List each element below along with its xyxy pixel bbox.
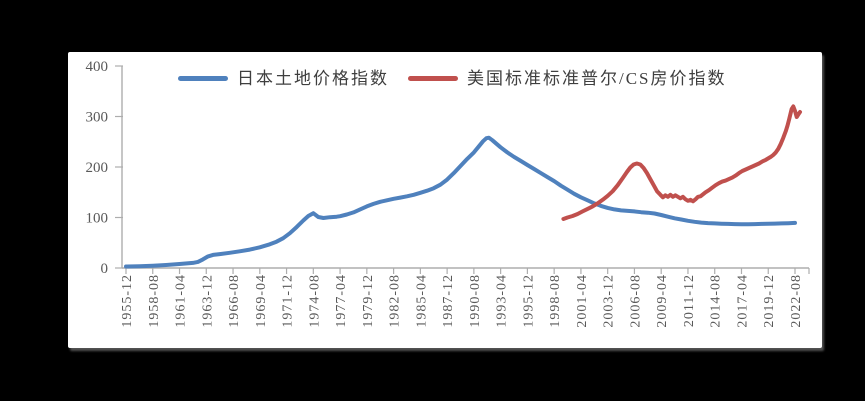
x-tick-label: 1961-04 <box>174 274 189 328</box>
x-tick-label: 1969-04 <box>254 274 269 328</box>
japan-series-swatch-icon <box>178 76 228 81</box>
legend-label-japan: 日本土地价格指数 <box>237 69 389 88</box>
x-tick-label: 1977-04 <box>334 274 349 328</box>
x-tick-label: 2017-04 <box>735 274 750 328</box>
x-tick-label: 2006-08 <box>628 274 643 328</box>
x-tick-label: 2009-04 <box>655 274 670 328</box>
x-tick-label: 1958-08 <box>147 274 162 328</box>
y-tick-label: 100 <box>86 211 109 227</box>
legend-item-japan: 日本土地价格指数 <box>178 70 389 87</box>
japan-land-price-line <box>124 135 797 269</box>
chart-card: 0 100 200 300 400 1955-12 1958-08 1961-04 1963-1… <box>68 52 822 348</box>
x-tick-label: 1987-12 <box>441 274 456 328</box>
x-tick-label: 1971-12 <box>281 274 296 328</box>
legend-item-us: 美国标准标准普尔/CS房价指数 <box>408 70 727 87</box>
x-tick-label: 1963-12 <box>200 274 215 328</box>
x-tick-label: 2019-12 <box>762 274 777 328</box>
chart-legend: 日本土地价格指数 美国标准标准普尔/CS房价指数 <box>178 70 727 87</box>
x-tick-label: 1993-04 <box>495 274 510 328</box>
legend-label-us: 美国标准标准普尔/CS房价指数 <box>467 69 727 88</box>
x-tick-label: 2011-12 <box>682 274 697 327</box>
x-tick-label: 2001-04 <box>575 274 590 328</box>
y-tick-label: 400 <box>86 59 109 75</box>
x-tick-label: 1974-08 <box>307 274 322 328</box>
x-tick-label: 1985-04 <box>414 274 429 328</box>
us-cs-home-price-line <box>561 104 802 221</box>
x-tick-label: 1982-08 <box>388 274 403 328</box>
y-tick-label: 0 <box>101 261 109 277</box>
x-tick-label: 1966-08 <box>227 274 242 328</box>
x-tick-label: 1998-08 <box>548 274 563 328</box>
x-tick-label: 2022-08 <box>789 274 804 328</box>
x-tick-label: 1990-08 <box>468 274 483 328</box>
x-tick-label: 2003-12 <box>602 274 617 328</box>
x-tick-label: 1995-12 <box>521 274 536 328</box>
x-tick-label: 1979-12 <box>361 274 376 328</box>
y-tick-label: 300 <box>86 110 109 126</box>
line-chart: 0 100 200 300 400 1955-12 1958-08 1961-04 1963-1… <box>86 59 810 328</box>
x-tick-label: 1955-12 <box>120 274 135 328</box>
x-tick-label: 2014-08 <box>709 274 724 328</box>
y-tick-label: 200 <box>86 160 109 176</box>
us-series-swatch-icon <box>408 76 458 81</box>
